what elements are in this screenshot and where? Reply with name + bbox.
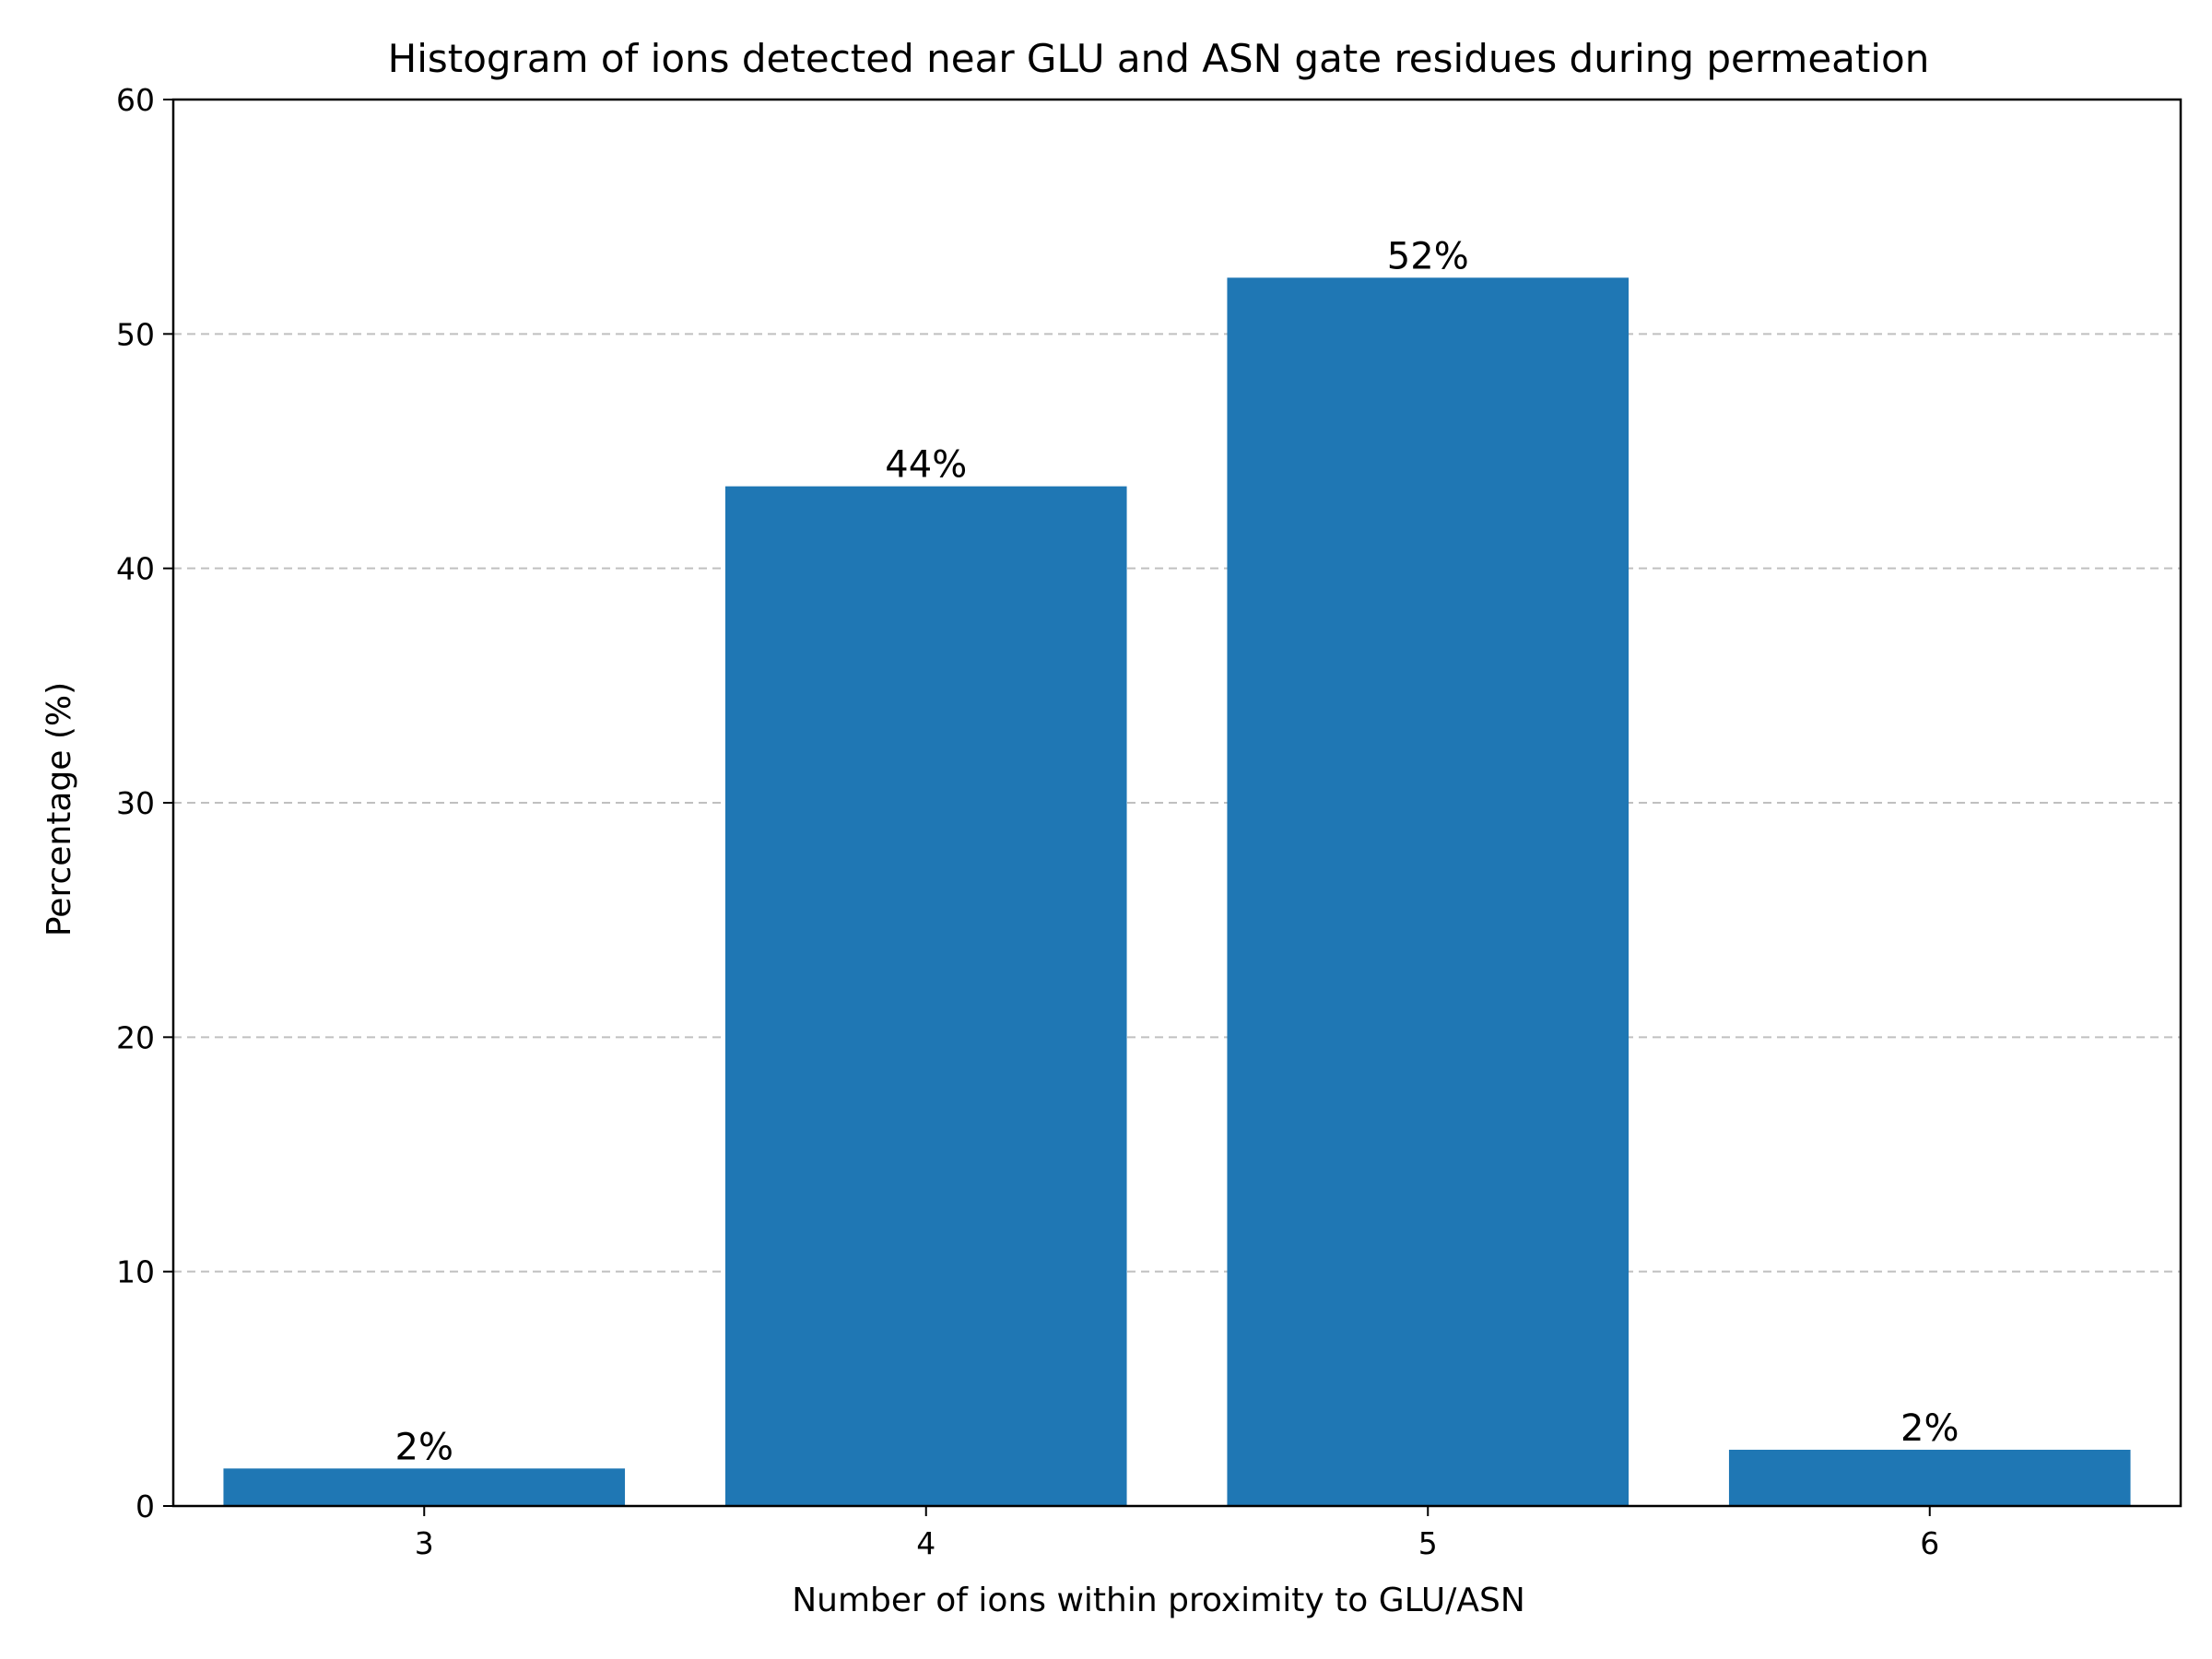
y-tick-label: 60 bbox=[116, 82, 155, 118]
x-tick-label: 4 bbox=[916, 1525, 935, 1561]
y-tick-label: 50 bbox=[116, 316, 155, 352]
x-tick-label: 6 bbox=[1920, 1525, 1939, 1561]
bar-5 bbox=[1227, 277, 1630, 1506]
x-axis: 3 4 5 6 bbox=[415, 1506, 1939, 1561]
x-tick-label: 3 bbox=[415, 1525, 434, 1561]
bar-6 bbox=[1728, 1449, 2131, 1506]
chart-title: Histogram of ions detected near GLU and … bbox=[388, 36, 1930, 81]
data-label-3: 2% bbox=[395, 1426, 453, 1468]
data-label-6: 2% bbox=[1900, 1407, 1959, 1450]
bars bbox=[223, 277, 2131, 1506]
y-tick-label: 10 bbox=[116, 1254, 155, 1290]
x-tick-label: 5 bbox=[1418, 1525, 1438, 1561]
data-label-5: 52% bbox=[1387, 235, 1469, 277]
bar-3 bbox=[223, 1468, 626, 1506]
data-labels: 2% 44% 52% 2% bbox=[395, 235, 1959, 1468]
y-axis: 0 10 20 30 40 50 60 bbox=[116, 82, 173, 1524]
y-tick-label: 30 bbox=[116, 785, 155, 821]
data-label-4: 44% bbox=[885, 444, 967, 487]
x-axis-label: Number of ions within proximity to GLU/A… bbox=[792, 1582, 1525, 1619]
y-tick-label: 20 bbox=[116, 1019, 155, 1055]
y-tick-label: 40 bbox=[116, 551, 155, 587]
y-tick-label: 0 bbox=[135, 1488, 155, 1524]
y-axis-label: Percentage (%) bbox=[41, 682, 78, 936]
bar-4 bbox=[724, 486, 1127, 1506]
